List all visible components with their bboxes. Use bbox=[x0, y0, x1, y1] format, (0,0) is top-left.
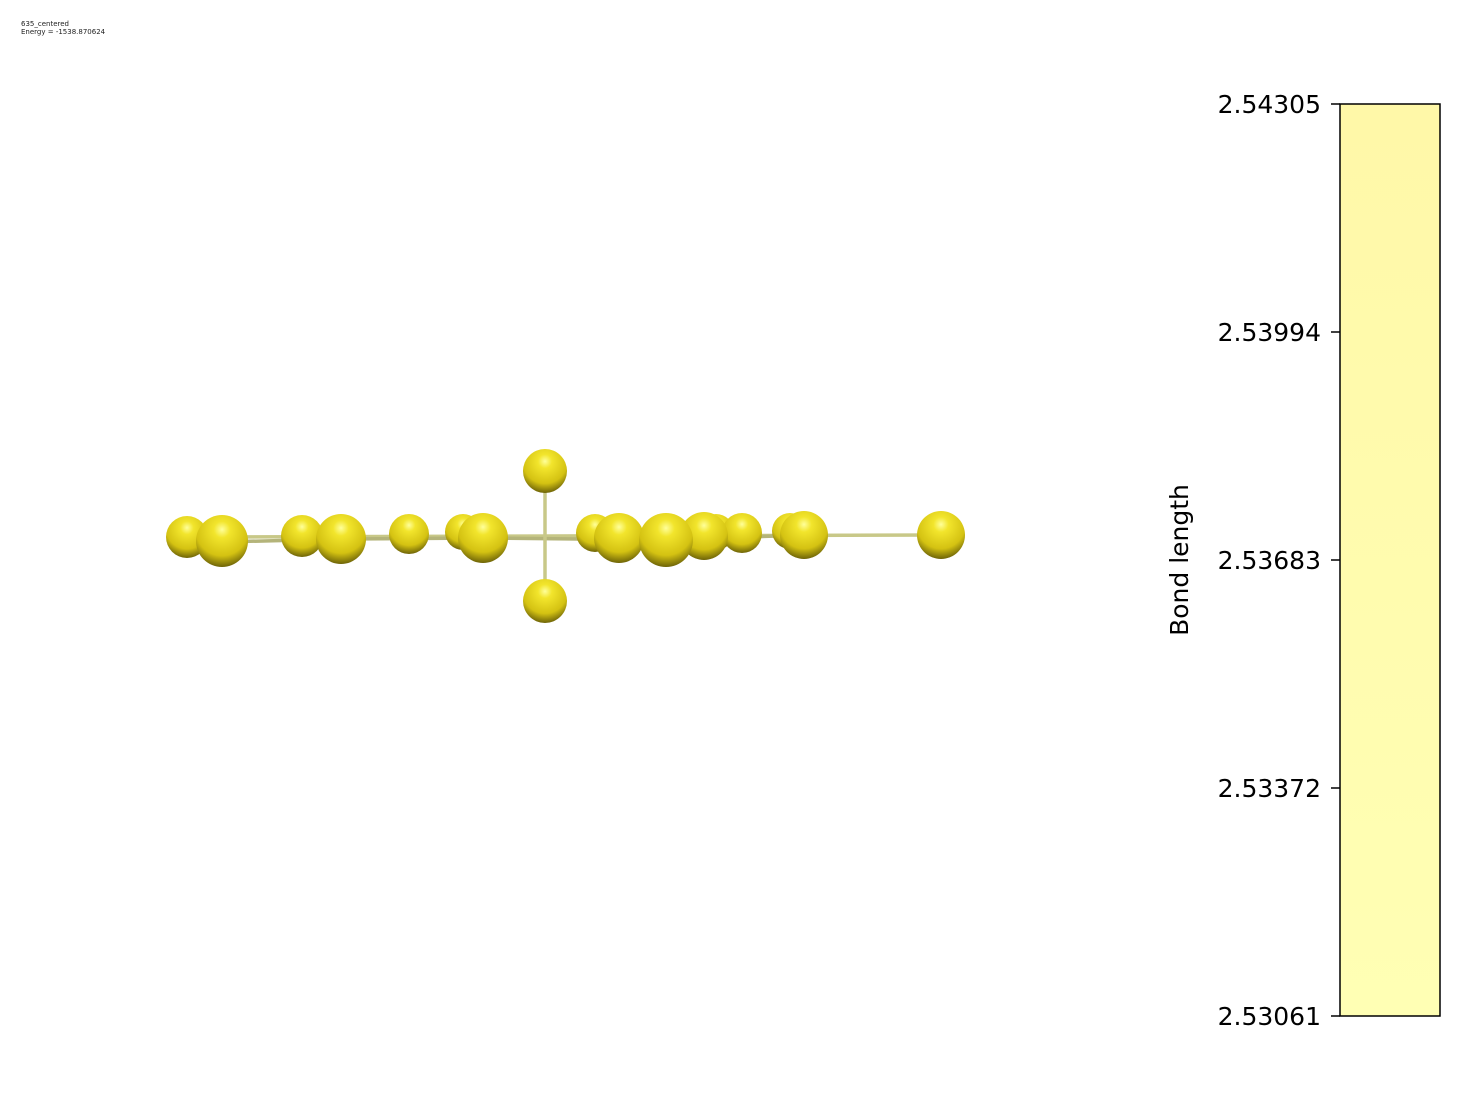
atom bbox=[523, 579, 567, 623]
tick-label: 2.53372 bbox=[1218, 774, 1321, 803]
atom bbox=[523, 449, 567, 493]
colorbar-fill bbox=[1339, 103, 1441, 1017]
atom bbox=[722, 513, 762, 553]
atom bbox=[316, 514, 366, 564]
atoms bbox=[166, 449, 965, 623]
energy-readout: Energy = -1538.870624 bbox=[21, 28, 106, 36]
colorbar-ticks bbox=[1331, 103, 1340, 1017]
atom bbox=[458, 513, 508, 563]
atom bbox=[639, 513, 693, 567]
atom bbox=[680, 512, 728, 560]
atom bbox=[281, 515, 323, 557]
tick-label: 2.53994 bbox=[1218, 318, 1321, 347]
atom bbox=[780, 511, 828, 559]
atom bbox=[917, 511, 965, 559]
atom bbox=[594, 513, 644, 563]
structure-title: 635_centered bbox=[21, 20, 69, 28]
atom bbox=[389, 514, 429, 554]
tick-label: 2.53683 bbox=[1218, 546, 1321, 575]
render-header: 635_centered Energy = -1538.870624 bbox=[21, 20, 105, 36]
tick-label: 2.54305 bbox=[1218, 90, 1321, 119]
colorbar-label: Bond length bbox=[1165, 484, 1194, 636]
atom bbox=[196, 515, 248, 567]
tick-label: 2.53061 bbox=[1218, 1002, 1321, 1031]
